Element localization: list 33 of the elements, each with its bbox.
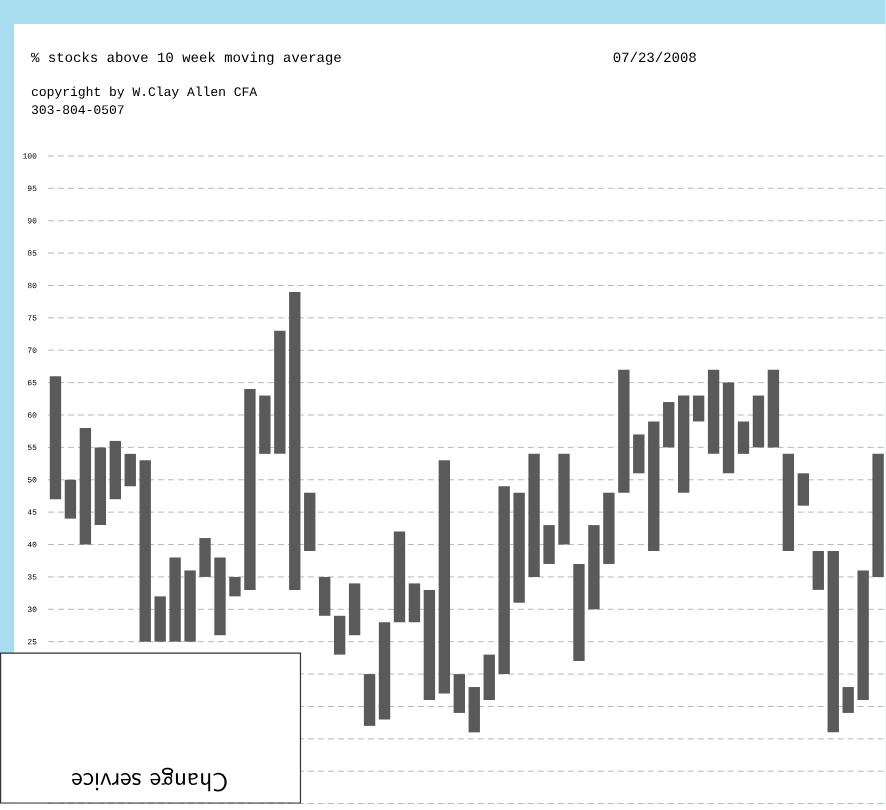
- annotation: Change service: [72, 767, 227, 792]
- bar: [797, 473, 809, 506]
- bar: [49, 376, 62, 500]
- bar: [722, 382, 735, 474]
- bar: [483, 654, 495, 700]
- bar: [333, 615, 346, 655]
- bar: [64, 479, 77, 519]
- bar: [782, 453, 795, 551]
- bar: [812, 550, 824, 590]
- bar: [423, 589, 436, 700]
- bar: [304, 492, 316, 551]
- bar: [767, 369, 780, 448]
- bar: [393, 531, 406, 623]
- bar: [438, 460, 451, 694]
- bar: [453, 673, 465, 713]
- bar: [707, 369, 720, 454]
- bar: [348, 583, 361, 636]
- bar: [79, 427, 92, 545]
- bar: [408, 583, 421, 623]
- bar: [109, 440, 121, 500]
- bar: [468, 686, 480, 733]
- bar: [319, 576, 331, 616]
- bar: [648, 421, 660, 551]
- bar: [378, 622, 391, 720]
- bar: [692, 395, 705, 422]
- bar: [737, 421, 750, 454]
- bar: [363, 673, 376, 726]
- bar: [124, 453, 136, 487]
- bar: [94, 447, 107, 525]
- bar: [677, 395, 690, 493]
- bar: [663, 401, 675, 448]
- bar: [752, 395, 765, 448]
- bar: [827, 550, 839, 733]
